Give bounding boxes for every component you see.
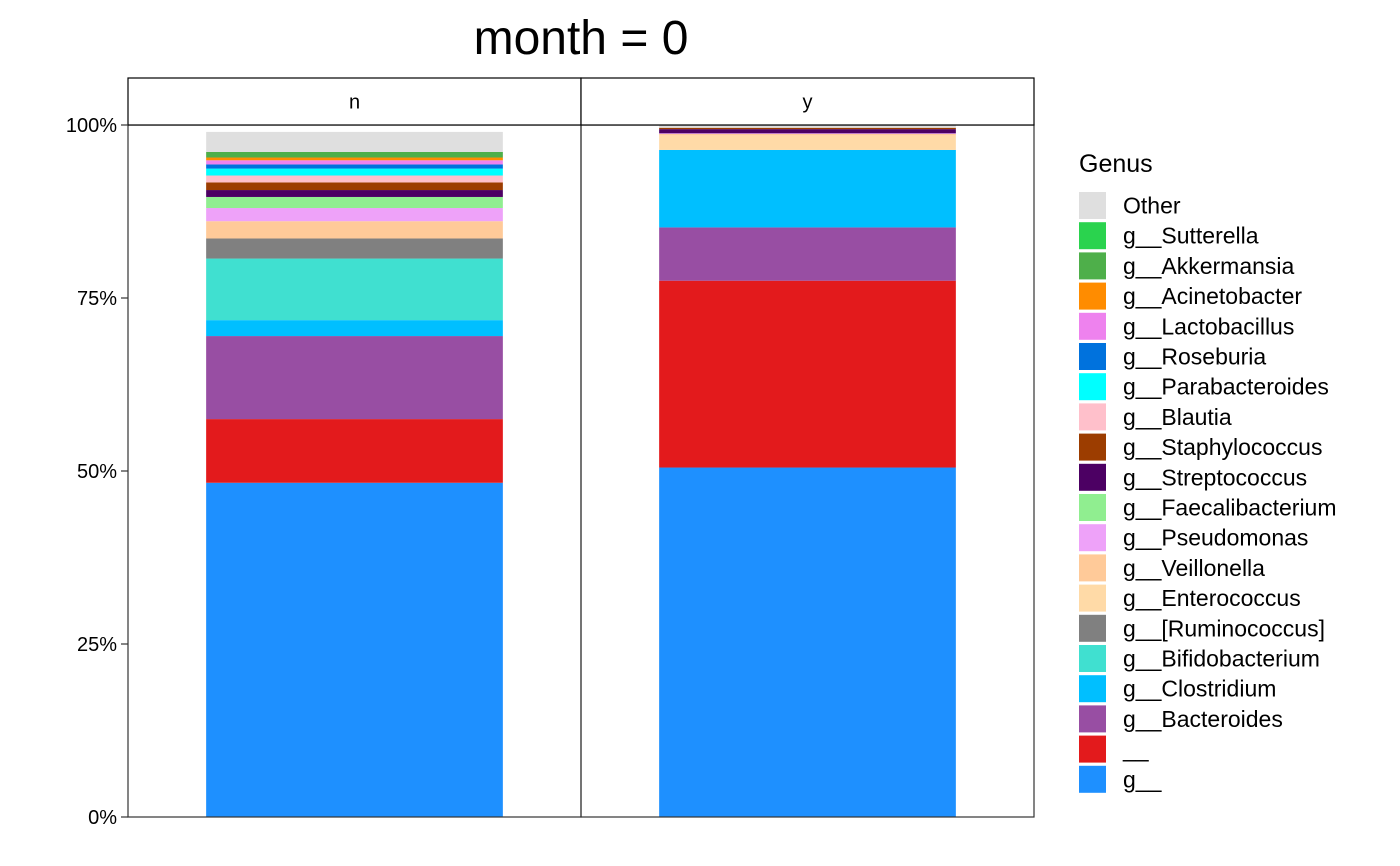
bar-segment-n-g__Bifidobacterium — [206, 258, 503, 321]
legend-key-g__Blautia — [1079, 403, 1106, 431]
bar-segment-y-__ — [659, 280, 956, 468]
facet-strip-n — [127, 77, 582, 126]
legend-key-g__Veillonella — [1079, 554, 1106, 582]
bar-segment-n-g__Streptococcus — [206, 190, 503, 197]
facet-panel-n: n — [127, 77, 582, 818]
legend-label-Other: Other — [1123, 193, 1181, 219]
bar-segment-y-g__ — [659, 467, 956, 817]
bar-segment-y-g__Staphylococcus — [659, 127, 956, 130]
y-tick-label-3: 75% — [77, 288, 117, 310]
legend-label-g__Acinetobacter: g__Acinetobacter — [1123, 283, 1302, 309]
bar-segment-n-g__Akkermansia — [206, 151, 503, 158]
legend-key-g__[Ruminococcus] — [1079, 614, 1106, 642]
bar-segment-n-g__Staphylococcus — [206, 182, 503, 191]
bar-segment-y-g__Clostridium — [659, 149, 956, 228]
bar-segment-y-g__Streptococcus — [659, 129, 956, 134]
bar-segment-n-g__Clostridium — [206, 320, 503, 337]
bar-segment-n-g__ — [206, 482, 503, 817]
facet-strip-label-n: n — [349, 92, 360, 114]
legend-label-g__Pseudomonas: g__Pseudomonas — [1123, 525, 1308, 551]
legend-key-g__Staphylococcus — [1079, 433, 1106, 461]
legend-label-g__Enterococcus: g__Enterococcus — [1123, 585, 1301, 611]
legend-label-g__Blautia: g__Blautia — [1123, 404, 1232, 430]
legend-key-g__Bacteroides — [1079, 705, 1106, 733]
legend-label-g__Veillonella: g__Veillonella — [1123, 555, 1265, 581]
legend-label-g__Lactobacillus: g__Lactobacillus — [1123, 313, 1294, 339]
legend-key-g__Acinetobacter — [1079, 282, 1106, 310]
legend-label-g__Bacteroides: g__Bacteroides — [1123, 706, 1283, 732]
bar-segment-n-g__Pseudomonas — [206, 208, 503, 222]
bar-segment-y-g__Pseudomonas — [659, 133, 956, 134]
bar-segment-y-g__Enterococcus — [659, 135, 956, 150]
y-tick-label-1: 25% — [77, 634, 117, 656]
facet-panel-y: y — [580, 77, 1035, 818]
bar-segment-n-g__Blautia — [206, 175, 503, 183]
bar-segment-y-g__Veillonella — [659, 133, 956, 136]
legend-key-g__Enterococcus — [1079, 584, 1106, 612]
bar-segment-y-g__Bacteroides — [659, 227, 956, 281]
bar-segment-y-Other — [659, 125, 956, 128]
legend-key-g__Akkermansia — [1079, 252, 1106, 280]
legend-key-g__Bifidobacterium — [1079, 645, 1106, 672]
bar-segment-n-g__Bacteroides — [206, 336, 503, 420]
chart-title: month = 0 — [474, 12, 689, 65]
legend-label-g__: g__ — [1123, 766, 1163, 792]
y-tick-label-0: 0% — [88, 807, 117, 829]
legend-label-g__Bifidobacterium: g__Bifidobacterium — [1123, 646, 1320, 672]
legend-key-g__Roseburia — [1079, 343, 1106, 370]
y-tick-label-4: 100% — [66, 115, 117, 137]
bar-segment-n-g__[Ruminococcus] — [206, 238, 503, 259]
legend-label-g__Akkermansia: g__Akkermansia — [1123, 253, 1295, 279]
legend-key-g__Lactobacillus — [1079, 312, 1106, 340]
legend-key-__ — [1079, 735, 1106, 763]
legend-label-g__Faecalibacterium: g__Faecalibacterium — [1123, 495, 1337, 521]
legend-key-g__Parabacteroides — [1079, 373, 1106, 401]
legend-key-g__Streptococcus — [1079, 463, 1106, 491]
bar-segment-n-g__Veillonella — [206, 221, 503, 239]
legend-label-g__Parabacteroides: g__Parabacteroides — [1123, 374, 1329, 400]
legend-key-g__Pseudomonas — [1079, 524, 1106, 552]
facet-strip-label-y: y — [803, 92, 813, 114]
y-axis: 0% 25% 50% 75% 100% — [66, 115, 128, 829]
legend-label-g__Roseburia: g__Roseburia — [1123, 344, 1266, 370]
bar-segment-n-__ — [206, 419, 503, 483]
legend-label-g__Sutterella: g__Sutterella — [1123, 223, 1259, 249]
legend-label-g__Clostridium: g__Clostridium — [1123, 676, 1276, 702]
legend-key-g__ — [1079, 765, 1106, 793]
bar-segment-n-g__Roseburia — [206, 164, 503, 169]
legend: Genus Other g__Sutterella g__Akkermansia g__… — [1079, 150, 1337, 793]
bar-segment-n-g__Lactobacillus — [206, 160, 503, 165]
legend-key-Other — [1079, 192, 1106, 219]
legend-label-g__[Ruminococcus]: g__[Ruminococcus] — [1123, 615, 1325, 641]
y-tick-label-2: 50% — [77, 461, 117, 483]
legend-key-g__Clostridium — [1079, 675, 1106, 703]
facet-strip-y — [580, 77, 1035, 126]
bar-segment-n-Other — [206, 131, 503, 152]
bar-segment-n-g__Faecalibacterium — [206, 196, 503, 209]
legend-label-g__Staphylococcus: g__Staphylococcus — [1123, 434, 1322, 460]
legend-key-g__Faecalibacterium — [1079, 494, 1106, 521]
legend-label-g__Streptococcus: g__Streptococcus — [1123, 464, 1307, 490]
legend-title: Genus — [1079, 150, 1153, 178]
legend-key-g__Sutterella — [1079, 222, 1106, 250]
bar-segment-n-g__Acinetobacter — [206, 157, 503, 161]
bar-segment-n-g__Parabacteroides — [206, 168, 503, 176]
legend-label-__: __ — [1122, 736, 1150, 762]
